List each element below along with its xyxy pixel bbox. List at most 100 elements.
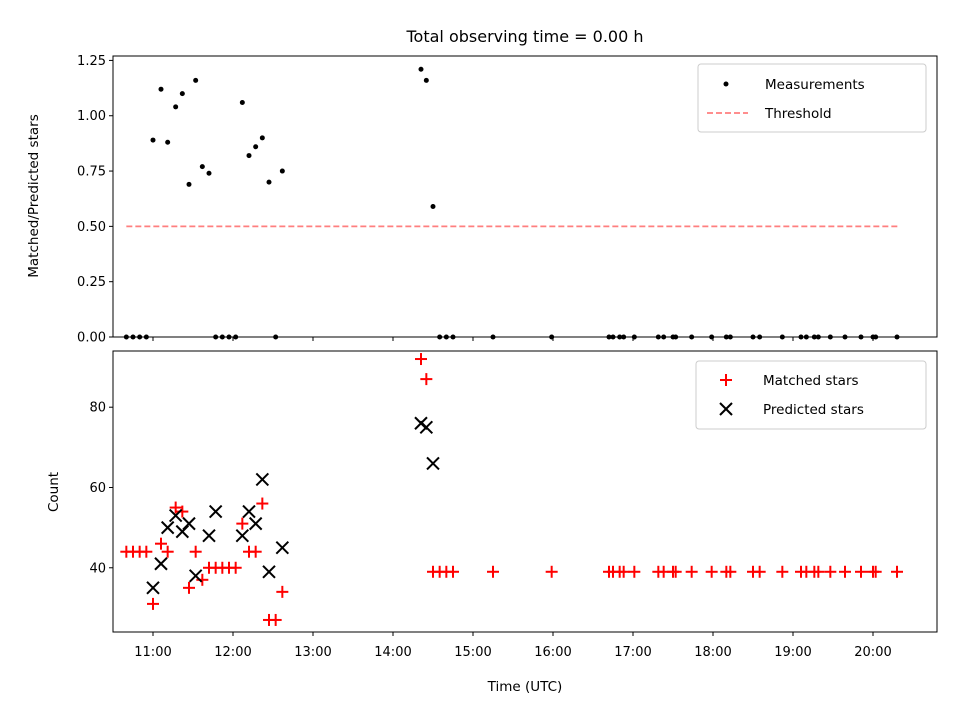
chart-title: Total observing time = 0.00 h [405,27,643,46]
x-tick-label: 14:00 [374,645,411,660]
x-tick-label: 20:00 [854,645,891,660]
matched-star-point [161,545,174,558]
matched-star-point [229,561,242,574]
predicted-star-point [275,540,290,555]
predicted-star-point [208,504,223,519]
y-tick-label: 0.00 [77,331,106,346]
predicted-star-point [248,516,263,531]
y-tick-label: 1.00 [77,109,106,124]
measurement-point [259,135,265,141]
measurement-point [165,139,171,145]
matched-star-point [189,545,202,558]
legend-matched-marker [720,374,732,386]
predicted-star-point [235,528,250,543]
measurement-point [239,99,245,105]
measurement-point [150,137,156,143]
measurement-point [193,77,199,83]
x-tick-label: 18:00 [694,645,731,660]
legend-predicted-marker [719,402,733,416]
top-axes-frame [112,55,938,338]
matched-star-point [685,565,698,578]
legend-threshold-label: Threshold [764,106,832,122]
y-tick-label: 60 [89,481,106,496]
predicted-star-point [154,557,168,571]
measurement-point [418,66,424,72]
matched-star-point [824,565,837,578]
y-tick-label: 0.75 [77,165,106,180]
predicted-star-point [160,520,175,535]
bottom-legend: Matched stars Predicted stars [695,360,927,430]
x-tick-label: 15:00 [454,645,491,660]
matched-star-point [183,581,195,594]
legend-matched-label: Matched stars [763,373,859,389]
y-tick-label: 0.25 [77,275,106,290]
matched-star-point [249,545,262,558]
predicted-star-point [182,516,196,531]
top-y-axis-label: Matched/Predicted stars [26,114,42,277]
measurement-point [199,164,205,170]
measurement-point [423,77,429,83]
matched-star-point [447,565,459,578]
x-tick-label: 12:00 [214,645,251,660]
predicted-star-point [202,528,216,543]
legend-predicted-label: Predicted stars [763,402,864,418]
legend-measurements-marker [723,81,729,87]
matched-star-point [812,565,825,578]
matched-star-point [839,565,851,578]
bottom-y-axis-label: Count [46,472,62,512]
bottom-axes: 40 60 80 11:00 12:00 13:00 14:00 15:00 16:00 17:… [46,350,938,695]
measurement-point [279,168,285,174]
x-tick-label: 16:00 [534,645,571,660]
matched-star-point [705,565,718,578]
matched-star-point [147,597,159,610]
predicted-star-point [426,456,440,471]
predicted-star-point [146,581,160,595]
predicted-star-point [262,565,276,579]
top-axes: 0.00 0.25 0.50 0.75 1.00 1.25 Matched/Predict… [26,54,938,346]
x-tick-label: 11:00 [134,645,171,660]
matched-star-point [487,565,499,578]
predicted-star-point [168,508,183,523]
x-tick-label: 19:00 [774,645,811,660]
matched-star-point [256,497,269,510]
matched-star-point [269,613,282,626]
predicted-star-point [242,504,256,519]
matched-star-point [891,565,903,578]
matched-star-point [140,545,153,558]
matched-star-point [420,373,433,386]
matched-star-point [855,565,867,578]
measurement-point [179,91,185,97]
x-tick-label: 13:00 [294,645,331,660]
matched-star-point [669,565,682,578]
y-tick-label: 80 [89,401,106,416]
matched-star-point [545,565,558,578]
measurement-point [246,153,252,159]
x-axis-label: Time (UTC) [487,679,563,695]
matched-star-point [236,517,249,530]
measurement-point [158,86,164,92]
matched-star-point [724,565,737,578]
matched-star-point [776,565,789,578]
predicted-star-point [188,569,203,583]
matched-star-point [276,585,289,598]
measurement-point [266,179,272,185]
predicted-star-point [255,472,270,487]
y-tick-label: 1.25 [77,54,106,69]
measurement-point [253,144,259,150]
measurement-point [430,203,436,209]
y-tick-label: 40 [89,561,106,576]
y-tick-label: 0.50 [77,220,106,235]
predicted-star-point [419,420,434,434]
bottom-axes-frame [112,350,938,633]
legend-measurements-label: Measurements [765,77,865,93]
matched-star-point [169,501,182,514]
matched-star-point [617,565,630,578]
matched-star-point [628,565,641,578]
x-tick-label: 17:00 [614,645,651,660]
measurement-point [206,170,212,176]
matched-star-point [753,565,766,578]
measurement-point [186,181,192,187]
top-legend: Measurements Threshold [697,63,927,133]
matched-star-point [155,537,167,550]
